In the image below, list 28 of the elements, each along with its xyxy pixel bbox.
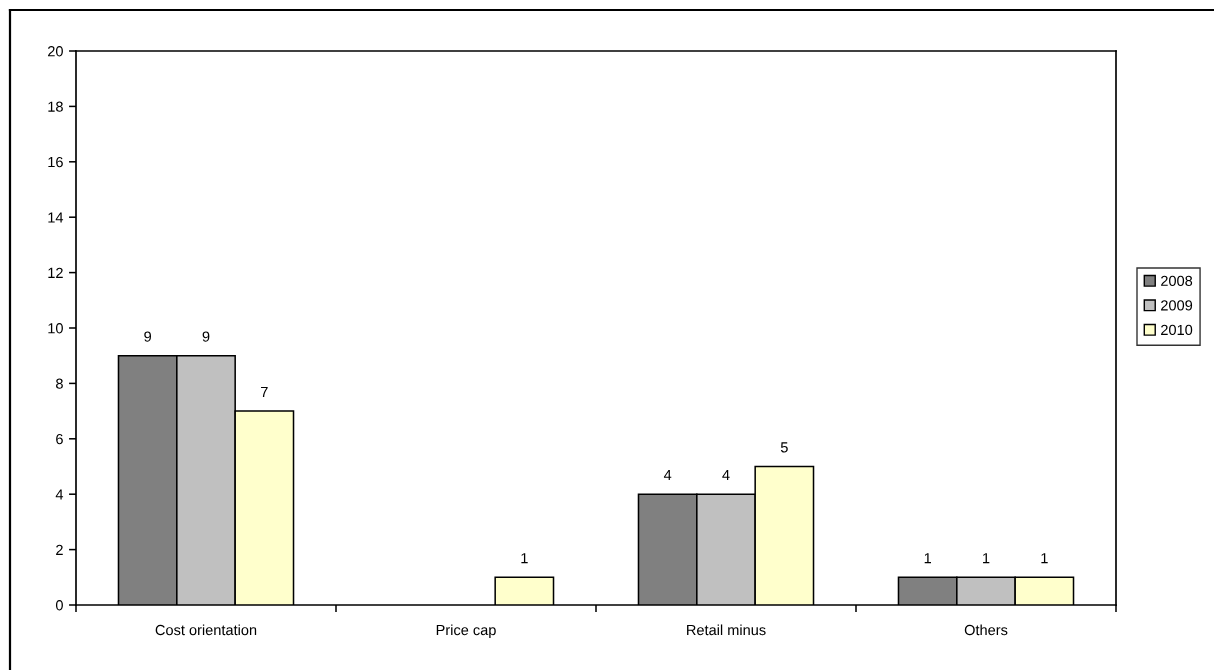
y-tick-label: 10 bbox=[48, 323, 63, 334]
data-label: 1 bbox=[983, 553, 990, 564]
y-tick-label: 8 bbox=[56, 378, 63, 389]
y-tick-label: 6 bbox=[56, 433, 63, 445]
legend-label: 2009 bbox=[1161, 300, 1193, 311]
data-label: 4 bbox=[663, 470, 672, 481]
data-label: 9 bbox=[144, 331, 152, 342]
y-tick-label: 20 bbox=[48, 46, 63, 57]
data-label: 5 bbox=[780, 442, 788, 453]
data-label: 4 bbox=[722, 470, 730, 481]
y-tick-label: 16 bbox=[48, 156, 63, 168]
x-tick-label: Retail minus bbox=[687, 624, 766, 636]
y-tick-label: 0 bbox=[55, 600, 63, 611]
data-label: 7 bbox=[261, 386, 268, 397]
data-label: 9 bbox=[202, 331, 210, 342]
x-tick-label: Price cap bbox=[436, 624, 496, 639]
y-tick-label: 4 bbox=[55, 489, 64, 500]
data-label: 1 bbox=[1041, 553, 1048, 564]
y-tick-label: 18 bbox=[48, 101, 63, 112]
y-tick-label: 12 bbox=[48, 267, 63, 278]
legend-label: 2010 bbox=[1161, 324, 1193, 336]
x-tick-label: Cost orientation bbox=[155, 624, 257, 636]
y-tick-label: 2 bbox=[56, 544, 63, 555]
data-label: 1 bbox=[924, 553, 931, 564]
y-tick-label: 14 bbox=[48, 212, 64, 223]
legend-label: 2008 bbox=[1161, 275, 1193, 286]
x-tick-label: Others bbox=[964, 624, 1008, 636]
data-label: 1 bbox=[521, 553, 528, 564]
